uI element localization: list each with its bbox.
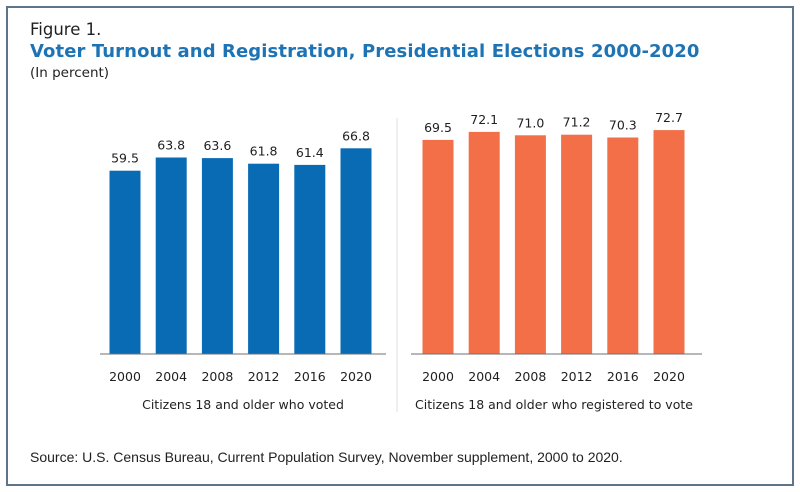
- data-label: 63.8: [157, 138, 185, 153]
- x-tick-label: 2000: [422, 369, 454, 384]
- data-label: 72.1: [470, 112, 498, 127]
- x-tick-label: 2012: [248, 369, 280, 384]
- x-tick-label: 2016: [294, 369, 326, 384]
- data-label: 72.7: [655, 110, 683, 125]
- bar-registered-2016: [607, 137, 639, 354]
- x-tick-label: 2004: [155, 369, 187, 384]
- chart-subtitle: (In percent): [30, 65, 110, 81]
- x-tick-label: 2016: [607, 369, 639, 384]
- data-label: 61.4: [296, 145, 324, 160]
- x-tick-label: 2004: [468, 369, 500, 384]
- bar-voted-2020: [340, 148, 372, 354]
- data-label: 66.8: [342, 128, 370, 143]
- panel-category-label: Citizens 18 and older who registered to …: [415, 397, 693, 412]
- bar-voted-2008: [201, 158, 233, 354]
- figure-label: Figure 1.: [30, 20, 102, 39]
- data-label: 71.2: [563, 115, 591, 130]
- x-tick-label: 2012: [561, 369, 593, 384]
- x-tick-label: 2008: [201, 369, 233, 384]
- bar-voted-2004: [155, 157, 187, 354]
- data-label: 70.3: [609, 118, 637, 133]
- x-tick-label: 2020: [653, 369, 685, 384]
- panel-category-label: Citizens 18 and older who voted: [142, 397, 344, 412]
- chart-title: Voter Turnout and Registration, Presiden…: [30, 41, 700, 62]
- bar-voted-2000: [109, 170, 141, 354]
- x-tick-label: 2000: [109, 369, 141, 384]
- x-tick-label: 2008: [514, 369, 546, 384]
- x-tick-label: 2020: [340, 369, 372, 384]
- data-label: 63.6: [203, 138, 231, 153]
- bar-registered-2020: [653, 130, 685, 354]
- bar-registered-2000: [422, 139, 454, 354]
- bar-registered-2004: [468, 131, 500, 354]
- bar-registered-2012: [561, 134, 593, 354]
- data-label: 71.0: [516, 115, 544, 130]
- bar-registered-2008: [514, 135, 546, 354]
- panel-registered: 69.5 2000 72.1 2004 71.0 2008 71.2 2012 70.3 2016…: [411, 110, 702, 412]
- panel-voted: 59.5 2000 63.8 2004 63.6 2008 61.8 2012 61.4 2016…: [100, 128, 386, 412]
- data-label: 59.5: [111, 151, 139, 166]
- bar-voted-2016: [294, 164, 326, 354]
- bar-voted-2012: [248, 163, 280, 354]
- data-label: 69.5: [424, 120, 452, 135]
- data-label: 61.8: [250, 144, 278, 159]
- source-note: Source: U.S. Census Bureau, Current Popu…: [30, 449, 623, 465]
